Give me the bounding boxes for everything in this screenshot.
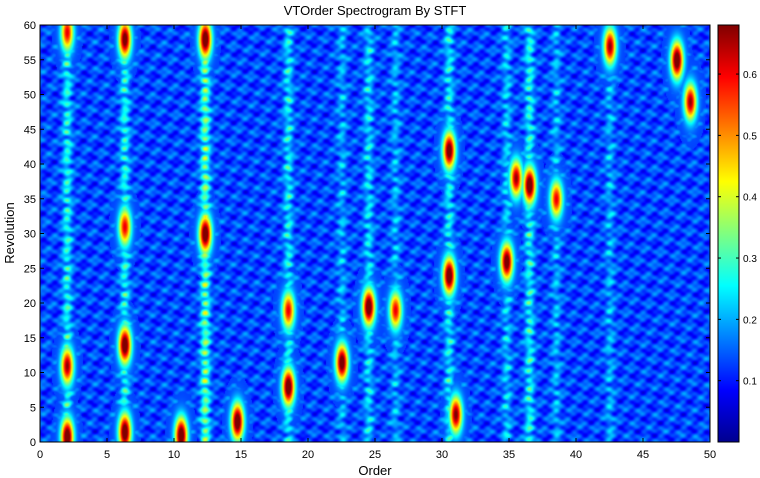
x-tick-label: 10: [168, 449, 180, 461]
colorbar: 0.1 0.2 0.3 0.4 0.5 0.6: [717, 24, 757, 443]
colorbar-tick-label: 0.4: [743, 193, 757, 204]
colorbar-tick-label: 0.3: [743, 254, 757, 265]
colorbar-tick-label: 0.2: [743, 315, 757, 326]
y-tick-label: 55: [24, 55, 36, 67]
y-tick-label: 5: [30, 402, 36, 414]
heatmap-image: [40, 25, 710, 442]
y-tick-label: 50: [24, 90, 36, 102]
x-tick-label: 50: [704, 449, 716, 461]
y-tick-label: 45: [24, 124, 36, 136]
y-axis-label: Revolution: [2, 202, 17, 263]
x-tick-label: 45: [637, 449, 649, 461]
x-axis-label: Order: [358, 463, 392, 478]
y-tick-label: 0: [30, 437, 36, 449]
y-tick-label: 60: [24, 20, 36, 32]
colorbar-tick-label: 0.1: [743, 377, 757, 388]
y-tick-label: 35: [24, 194, 36, 206]
colorbar-ticks: 0.1 0.2 0.3 0.4 0.5 0.6: [718, 70, 757, 388]
colorbar-tick-label: 0.5: [743, 131, 757, 142]
x-tick-label: 35: [503, 449, 515, 461]
x-tick-label: 15: [235, 449, 247, 461]
y-tick-label: 25: [24, 263, 36, 275]
x-tick-label: 40: [570, 449, 582, 461]
y-tick-label: 30: [24, 229, 36, 241]
x-tick-label: 5: [104, 449, 110, 461]
y-tick-label: 40: [24, 159, 36, 171]
x-tick-label: 30: [436, 449, 448, 461]
y-tick-label: 20: [24, 298, 36, 310]
plot-area: [39, 24, 711, 443]
x-tick-label: 0: [37, 449, 43, 461]
x-axis: 0 5 10 15 20 25 30 35 40 45 50: [37, 25, 716, 461]
x-tick-label: 20: [302, 449, 314, 461]
y-tick-label: 15: [24, 333, 36, 345]
x-tick-label: 25: [369, 449, 381, 461]
colorbar-tick-label: 0.6: [743, 70, 757, 81]
y-tick-label: 10: [24, 368, 36, 380]
chart-title: VTOrder Spectrogram By STFT: [284, 3, 467, 18]
colorbar-gradient: [717, 24, 740, 443]
y-axis: 0 5 10 15 20 25 30 35 40 45 50 55 60: [24, 20, 710, 449]
